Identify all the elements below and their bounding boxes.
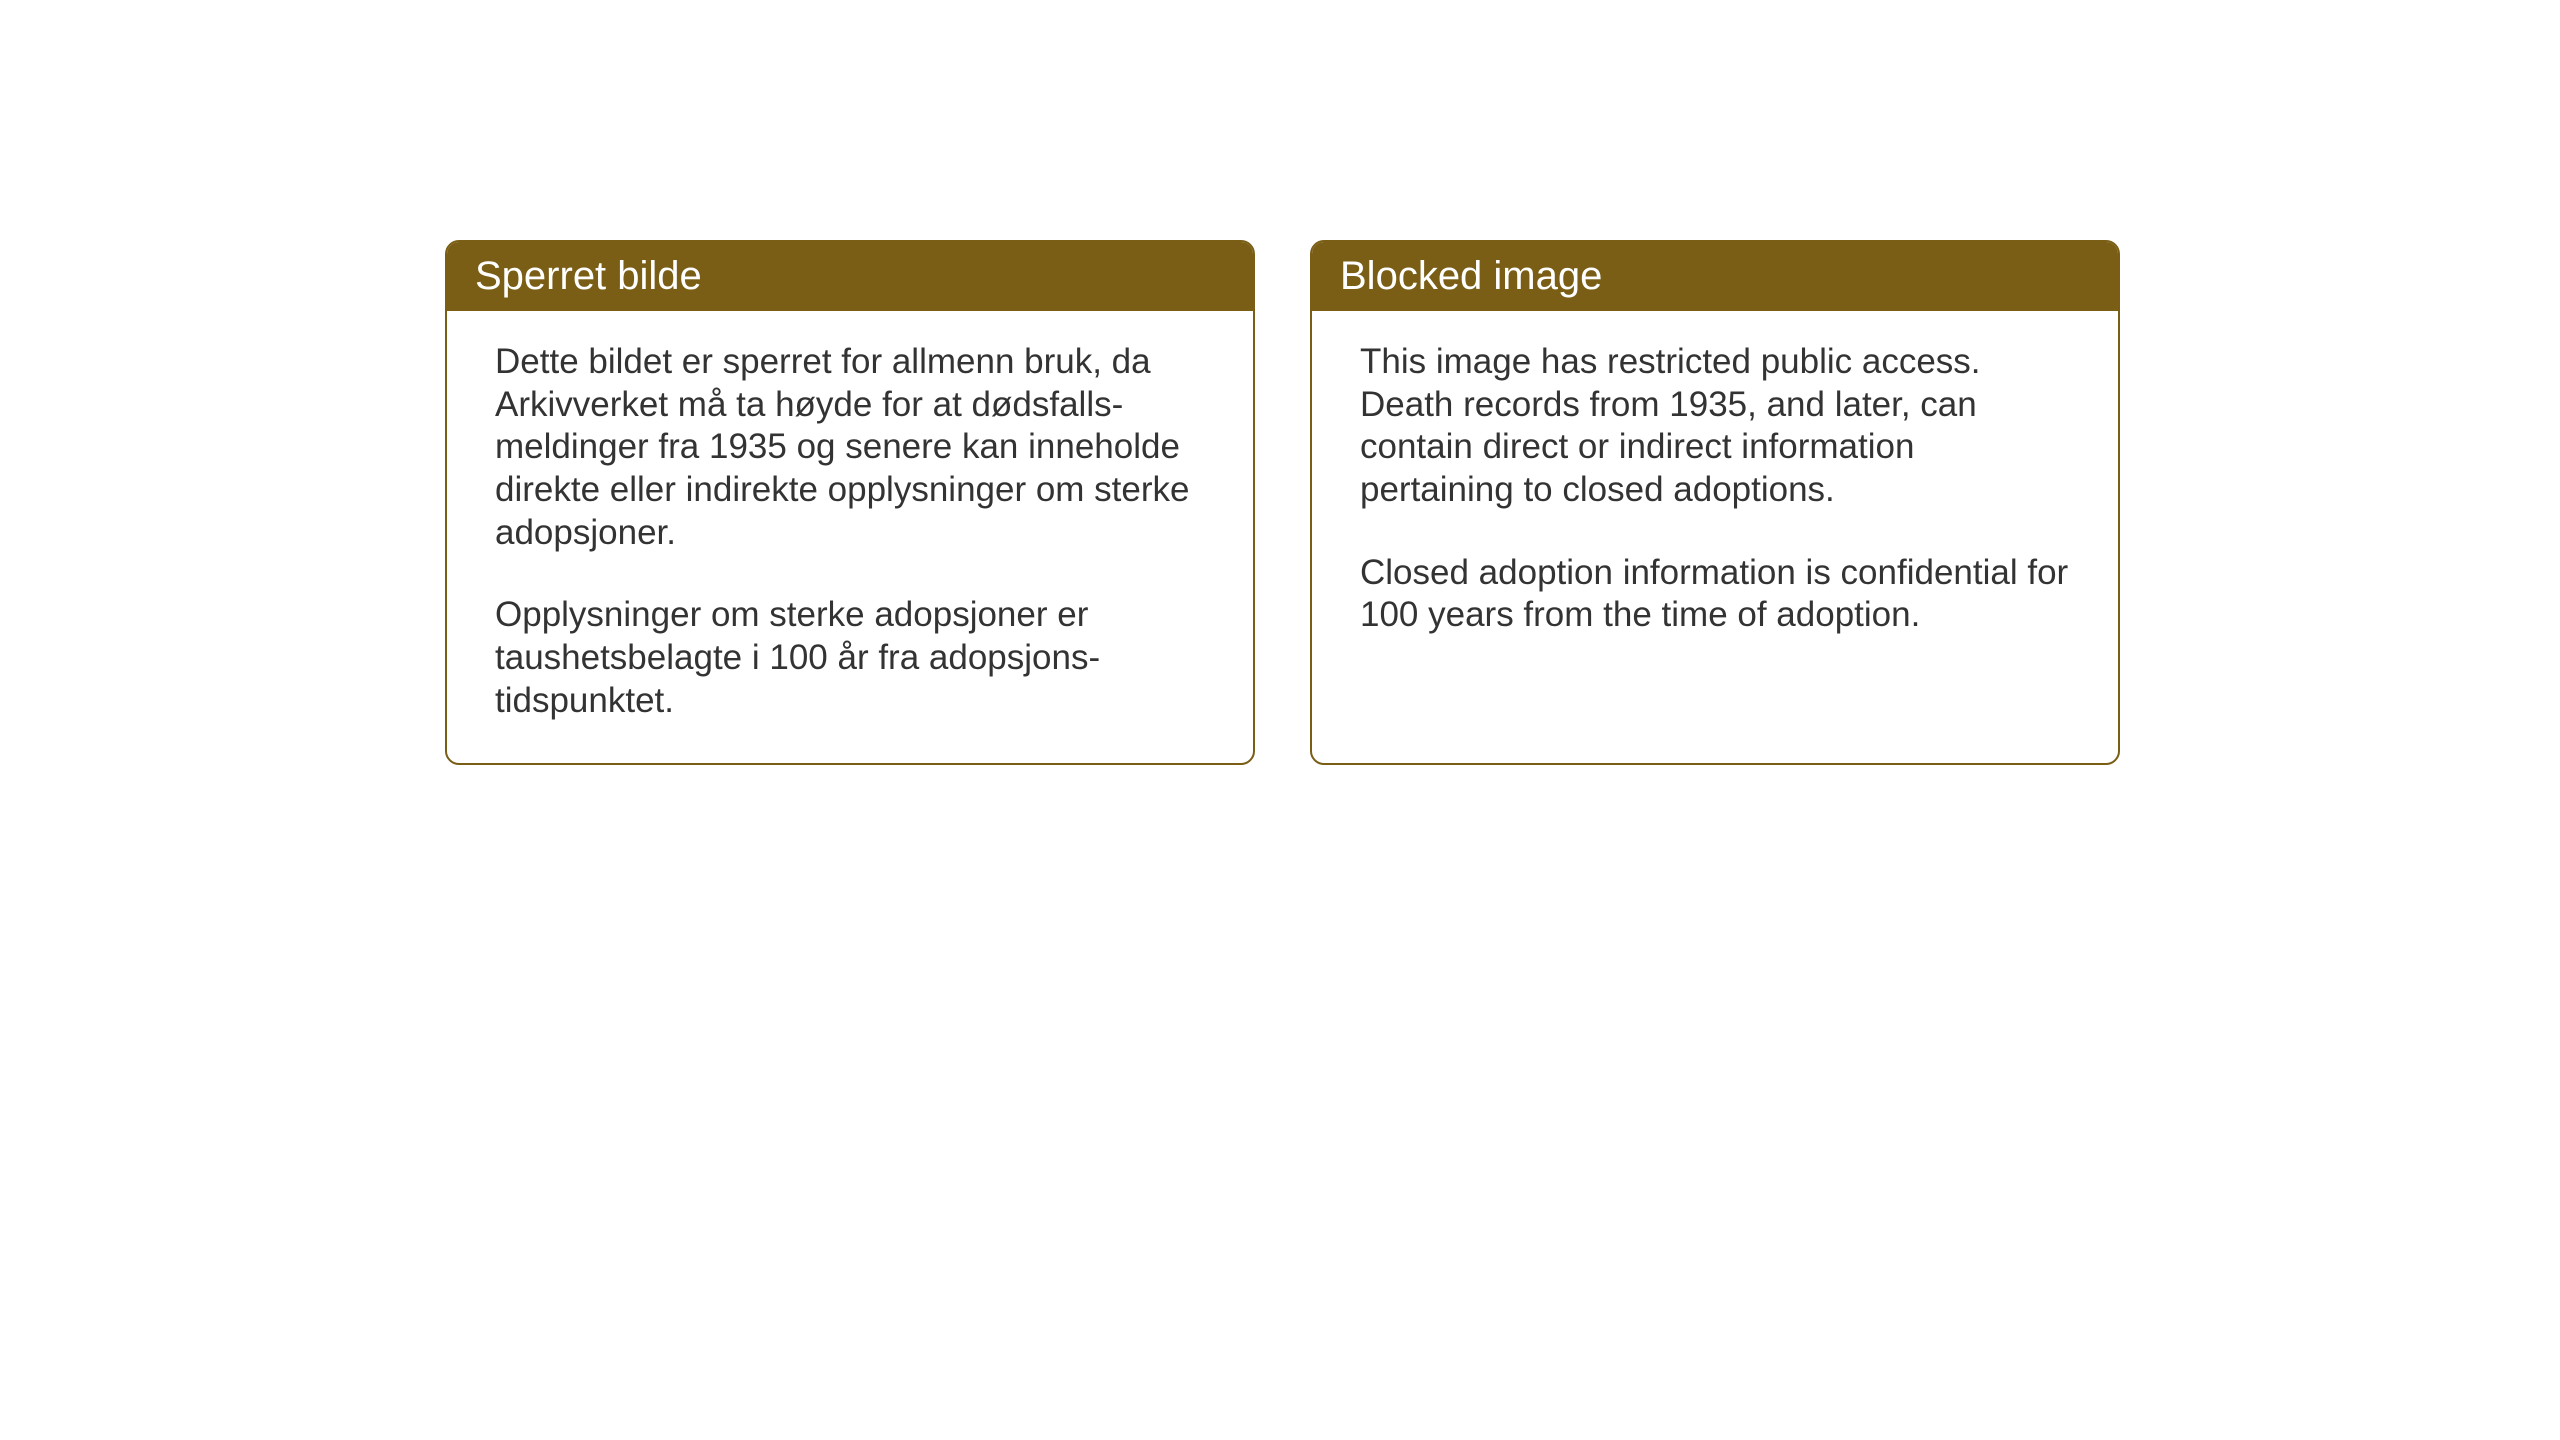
info-card-english: Blocked image This image has restricted … xyxy=(1310,240,2120,765)
card-paragraph-2-english: Closed adoption information is confident… xyxy=(1360,552,2070,637)
card-paragraph-2-norwegian: Opplysninger om sterke adopsjoner er tau… xyxy=(495,594,1205,722)
cards-container: Sperret bilde Dette bildet er sperret fo… xyxy=(445,240,2560,765)
info-card-norwegian: Sperret bilde Dette bildet er sperret fo… xyxy=(445,240,1255,765)
card-header-norwegian: Sperret bilde xyxy=(447,242,1253,311)
card-title-english: Blocked image xyxy=(1340,254,1602,298)
card-body-english: This image has restricted public access.… xyxy=(1312,311,2118,677)
card-body-norwegian: Dette bildet er sperret for allmenn bruk… xyxy=(447,311,1253,763)
card-paragraph-1-norwegian: Dette bildet er sperret for allmenn bruk… xyxy=(495,341,1205,554)
card-paragraph-1-english: This image has restricted public access.… xyxy=(1360,341,2070,512)
card-title-norwegian: Sperret bilde xyxy=(475,254,702,298)
card-header-english: Blocked image xyxy=(1312,242,2118,311)
